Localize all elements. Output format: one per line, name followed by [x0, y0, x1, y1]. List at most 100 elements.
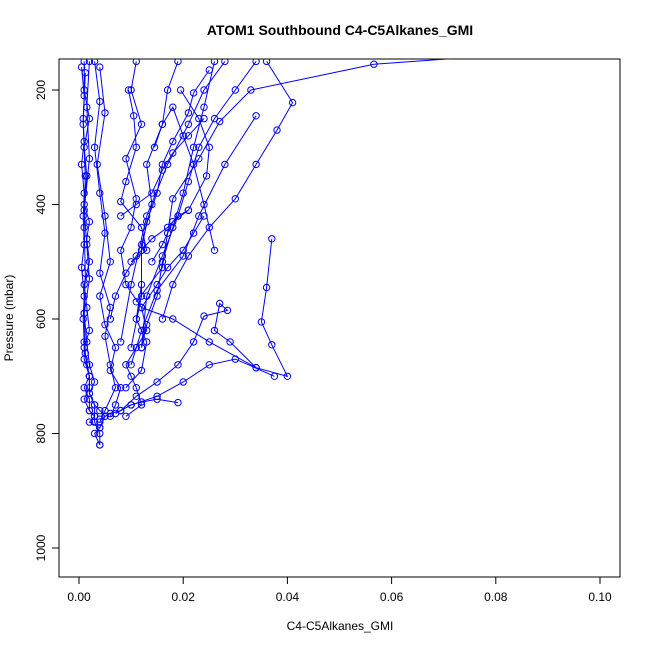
- data-point: [268, 235, 276, 243]
- data-point: [571, 47, 577, 53]
- data-point: [132, 195, 141, 203]
- x-axis-label: C4-C5Alkanes_GMI: [287, 619, 394, 633]
- data-point: [111, 292, 120, 300]
- data-point: [216, 117, 224, 126]
- data-point: [137, 398, 146, 406]
- data-point: [158, 252, 167, 260]
- x-tick-label: 0.04: [276, 590, 300, 604]
- data-point: [153, 286, 161, 295]
- data-point: [96, 97, 104, 106]
- data-point: [163, 223, 172, 232]
- data-point: [179, 246, 187, 255]
- data-point: [143, 338, 151, 346]
- data-point: [200, 103, 208, 111]
- data-point: [205, 338, 214, 346]
- x-tick-label: 0.02: [172, 590, 196, 604]
- data-point: [221, 59, 229, 66]
- data-point: [117, 384, 125, 392]
- data-point: [158, 120, 167, 129]
- data-point: [143, 212, 151, 220]
- data-point: [122, 155, 130, 163]
- profile-series: [96, 395, 182, 423]
- data-point: [77, 63, 86, 71]
- profile-line: [120, 302, 257, 411]
- data-point: [262, 283, 271, 292]
- data-point: [137, 366, 146, 375]
- data-point: [106, 303, 115, 312]
- plot-frame: [58, 58, 621, 578]
- data-point: [252, 364, 260, 372]
- data-point: [96, 189, 104, 197]
- profile-series: [117, 86, 151, 266]
- data-point: [158, 263, 167, 272]
- profile-line: [94, 61, 117, 423]
- data-point: [153, 378, 161, 386]
- data-point: [283, 372, 292, 380]
- data-point: [106, 315, 115, 323]
- data-point: [137, 223, 146, 232]
- data-point: [81, 269, 90, 277]
- data-point: [200, 200, 208, 209]
- data-point: [122, 177, 130, 186]
- data-point: [96, 406, 104, 415]
- data-point: [252, 160, 260, 169]
- data-point: [195, 114, 203, 123]
- data-point: [127, 86, 135, 94]
- data-point: [90, 429, 99, 438]
- data-point: [137, 326, 146, 335]
- x-tick-label: 0.00: [67, 590, 91, 604]
- profile-series: [79, 69, 99, 420]
- data-point: [153, 395, 161, 403]
- data-point: [189, 89, 198, 97]
- data-point: [81, 69, 90, 77]
- data-point: [127, 280, 135, 289]
- data-point: [184, 177, 193, 186]
- data-point: [288, 98, 297, 107]
- data-point: [200, 86, 208, 94]
- data-point: [247, 86, 255, 94]
- data-point: [106, 361, 115, 369]
- y-tick-label: 1000: [34, 534, 48, 561]
- data-point: [195, 212, 203, 220]
- data-point: [143, 218, 151, 226]
- data-point: [176, 86, 185, 94]
- data-point: [153, 292, 161, 300]
- data-point: [205, 143, 214, 152]
- data-point: [169, 137, 177, 146]
- profile-line: [120, 118, 205, 217]
- data-point: [127, 401, 135, 409]
- data-point: [252, 59, 260, 66]
- data-point: [231, 195, 240, 203]
- y-axis-label: Pressure (mbar): [2, 275, 16, 362]
- data-point: [184, 132, 193, 140]
- data-point: [117, 338, 125, 346]
- data-point: [221, 160, 229, 169]
- data-point: [85, 372, 94, 380]
- data-point: [174, 398, 182, 407]
- profile-series: [137, 235, 292, 380]
- profile-line: [151, 89, 210, 263]
- data-point: [132, 384, 141, 392]
- data-point: [85, 218, 94, 226]
- data-point: [79, 315, 87, 323]
- data-point: [132, 200, 141, 209]
- data-point: [101, 212, 109, 220]
- data-point: [127, 372, 135, 380]
- profile-series: [117, 114, 208, 220]
- data-point: [210, 59, 219, 66]
- data-point: [137, 120, 146, 129]
- data-point: [83, 338, 91, 346]
- profile-line: [83, 61, 101, 446]
- data-point: [117, 212, 125, 220]
- x-tick-label: 0.06: [380, 590, 404, 604]
- profile-series: [150, 103, 219, 255]
- data-point: [85, 418, 94, 426]
- data-point: [148, 258, 156, 266]
- data-point: [195, 155, 203, 163]
- profile-line: [81, 67, 101, 445]
- data-point: [262, 59, 271, 66]
- data-point: [117, 406, 125, 415]
- data-point: [179, 189, 187, 197]
- profile-line: [109, 209, 189, 320]
- data-point: [85, 155, 94, 163]
